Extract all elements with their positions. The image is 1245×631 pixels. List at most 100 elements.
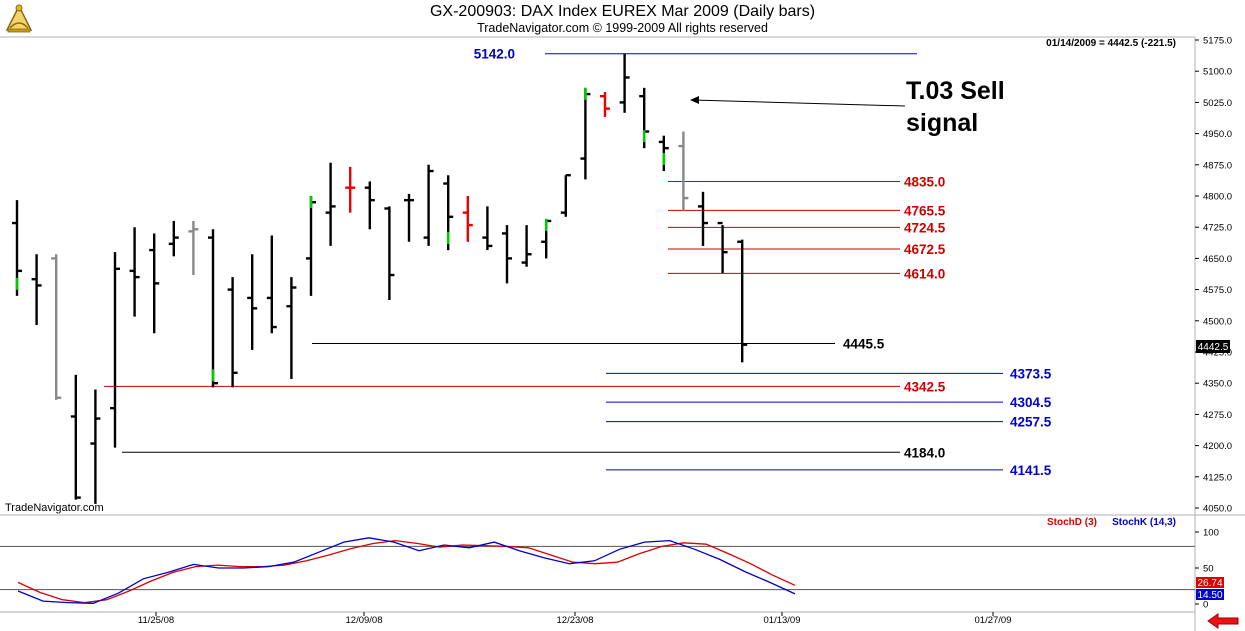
price-level: 4257.5 <box>606 415 1052 430</box>
price-bar <box>129 227 140 317</box>
price-bar <box>384 206 395 300</box>
sell-signal-label-line2: signal <box>906 109 978 137</box>
price-level-label: 5142.0 <box>474 47 515 62</box>
price-bar <box>717 221 728 273</box>
sextant-logo-icon[interactable] <box>4 2 34 34</box>
x-axis-tick-label: 01/13/09 <box>764 615 801 626</box>
price-level-label: 4257.5 <box>1010 415 1052 430</box>
watermark: TradeNavigator.com <box>5 502 104 514</box>
y-axis-tick-label: 4575.0 <box>1203 285 1232 296</box>
y-axis-tick-label: 5100.0 <box>1203 67 1232 78</box>
price-level-label: 4184.0 <box>904 445 945 460</box>
price-bar <box>737 239 748 363</box>
arrow-head-icon <box>690 96 699 104</box>
price-bar <box>658 135 669 172</box>
y-axis-tick-label: 4050.0 <box>1203 504 1232 515</box>
price-bar <box>306 196 316 296</box>
stochd-line <box>17 539 796 604</box>
price-bar <box>580 87 591 180</box>
price-level: 4373.5 <box>606 366 1052 381</box>
price-level: 4724.5 <box>668 220 946 235</box>
y-axis-tick-label: 4275.0 <box>1203 410 1232 421</box>
price-level-label: 4304.5 <box>1010 395 1052 410</box>
legend-stochk: StochK (14,3) <box>1112 517 1176 528</box>
price-bar <box>698 191 708 246</box>
price-bar <box>90 389 101 504</box>
stoch-axis-tick-label: 50 <box>1203 564 1214 575</box>
price-level-label: 4672.5 <box>904 242 946 257</box>
x-axis-tick-label: 11/25/08 <box>138 615 174 626</box>
chart-header: GX-200903: DAX Index EUREX Mar 2009 (Dai… <box>0 0 1245 37</box>
price-level-label: 4765.5 <box>904 203 946 218</box>
x-axis-tick-label: 12/09/08 <box>346 615 383 626</box>
price-level: 4184.0 <box>122 445 945 460</box>
price-bar <box>619 53 630 113</box>
price-bar <box>325 162 336 246</box>
price-bar <box>443 175 454 251</box>
price-bar <box>70 374 81 500</box>
y-axis-tick-label: 4800.0 <box>1203 192 1232 203</box>
stoch-axis-tick-label: 0 <box>1203 600 1208 611</box>
x-axis-tick-label: 01/27/09 <box>975 615 1012 626</box>
y-axis-tick-label: 4725.0 <box>1203 223 1232 234</box>
price-level: 4445.5 <box>312 336 885 351</box>
price-level: 4141.5 <box>606 463 1052 478</box>
price-level: 4614.0 <box>668 266 945 281</box>
y-axis-tick-label: 4125.0 <box>1203 472 1232 483</box>
price-bar <box>168 220 179 257</box>
price-bar <box>110 252 120 448</box>
price-bar <box>423 164 434 246</box>
chart-title: GX-200903: DAX Index EUREX Mar 2009 (Dai… <box>429 3 816 20</box>
price-bar <box>541 218 552 259</box>
price-bar <box>266 235 277 334</box>
price-bar <box>521 225 532 267</box>
price-level: 4835.0 <box>668 174 945 189</box>
y-axis-tick-label: 4950.0 <box>1203 129 1232 140</box>
price-level: 4672.5 <box>668 242 946 257</box>
price-level: 4304.5 <box>606 395 1052 410</box>
price-bar <box>31 254 42 325</box>
price-level-label: 4445.5 <box>843 336 885 351</box>
price-bar <box>678 131 689 211</box>
y-axis-tick-label: 4500.0 <box>1203 316 1232 327</box>
price-level-label: 4614.0 <box>904 266 945 281</box>
y-axis-tick-label: 4350.0 <box>1203 379 1232 390</box>
price-bar <box>149 233 160 334</box>
y-axis-tick-label: 4875.0 <box>1203 160 1232 171</box>
price-bar <box>502 225 512 284</box>
price-bar <box>188 220 199 276</box>
price-bar <box>12 200 22 296</box>
price-level: 5142.0 <box>474 47 917 62</box>
stoch-legend: StochD (3) StochK (14,3) <box>1047 517 1176 528</box>
stochd-value-tag: 26.74 <box>1197 578 1222 589</box>
price-level-label: 4835.0 <box>904 174 945 189</box>
price-bar <box>462 196 473 242</box>
price-bar <box>364 181 375 230</box>
price-bar <box>247 254 258 350</box>
stochk-line <box>17 537 796 604</box>
price-level: 4342.5 <box>104 379 946 394</box>
y-axis-tick-label: 5025.0 <box>1203 98 1232 109</box>
stoch-axis-tick-label: 100 <box>1203 528 1219 539</box>
y-axis-tick-label: 4650.0 <box>1203 254 1232 265</box>
info-readout: 01/14/2009 = 4442.5 (-221.5) <box>1046 38 1176 49</box>
price-level-label: 4342.5 <box>904 379 946 394</box>
x-axis-tick-label: 12/23/08 <box>557 615 594 626</box>
price-bar <box>482 206 493 251</box>
sell-signal-annotation: T.03 Sell signal <box>690 77 1005 137</box>
stochk-value-tag: 14.50 <box>1197 590 1222 601</box>
y-axis-tick-label: 5175.0 <box>1203 36 1232 47</box>
last-price-tag-label: 4442.5 <box>1198 342 1229 353</box>
price-bar <box>560 173 571 217</box>
y-axis-tick-label: 4200.0 <box>1203 441 1232 452</box>
price-level-label: 4141.5 <box>1010 463 1052 478</box>
last-price-tag: 4442.5 <box>1196 340 1230 353</box>
sell-signal-label-line1: T.03 Sell <box>906 77 1005 105</box>
price-bar <box>51 254 62 400</box>
price-level-label: 4373.5 <box>1010 366 1052 381</box>
price-bar <box>639 87 650 149</box>
red-left-arrow-icon[interactable] <box>1206 613 1240 629</box>
price-bar <box>404 193 414 242</box>
price-bar <box>600 92 610 117</box>
